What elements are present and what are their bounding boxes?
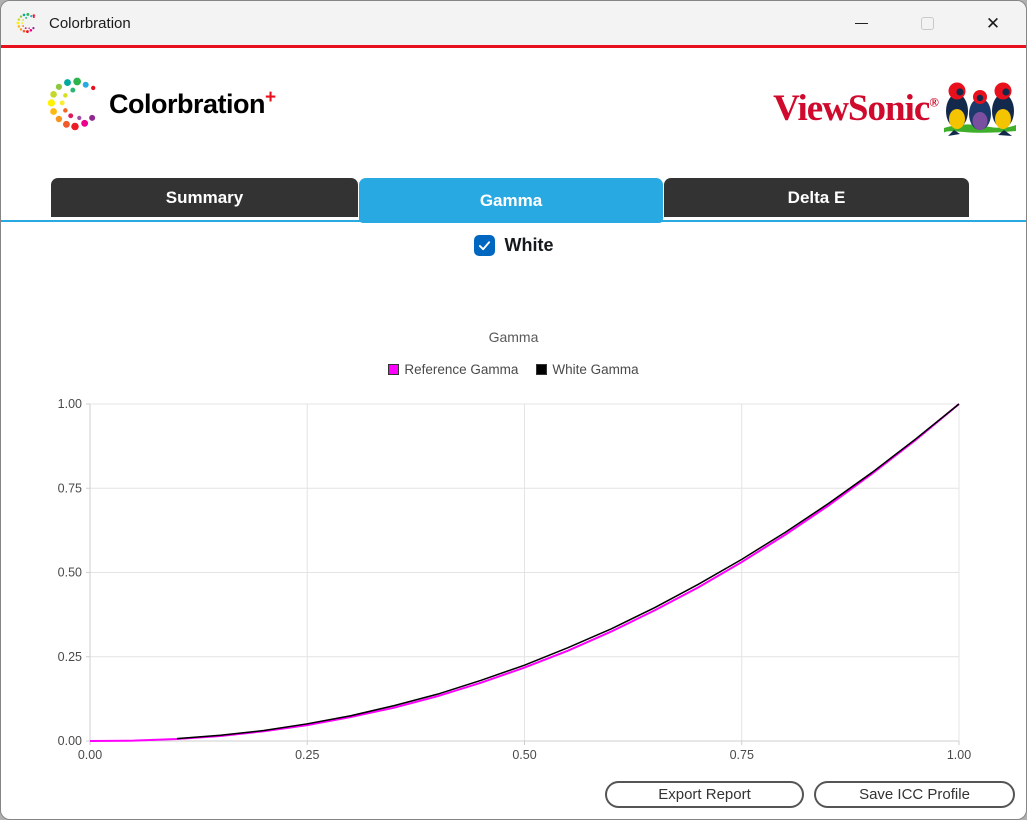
legend-reference-gamma-label: Reference Gamma	[404, 362, 519, 377]
gamma-chart-svg: 0.00 0.25 0.50 0.75 1.00 0.00 0.25 0.50 0.75 1.00	[58, 397, 972, 762]
maximize-button[interactable]	[894, 1, 960, 45]
export-report-button[interactable]: Export Report	[605, 781, 804, 808]
footer-actions: Export Report Save ICC Profile	[605, 781, 1015, 808]
close-icon: ✕	[985, 13, 1001, 33]
svg-text:0.50: 0.50	[58, 566, 82, 580]
tab-delta-e-label: Delta E	[787, 187, 846, 207]
tab-summary-label: Summary	[165, 187, 244, 207]
colorbration-logo: Colorbration+	[45, 73, 276, 135]
title-bar: Colorbration ✕	[1, 1, 1026, 48]
close-button[interactable]: ✕	[960, 1, 1026, 45]
window-title: Colorbration	[49, 14, 131, 32]
viewsonic-birds-icon	[944, 82, 1016, 136]
svg-text:0.50: 0.50	[512, 748, 536, 762]
white-gamma-swatch-icon	[536, 364, 548, 375]
svg-text:0.75: 0.75	[730, 748, 754, 762]
tab-delta-e[interactable]: Delta E	[664, 178, 969, 217]
svg-text:0.00: 0.00	[58, 734, 82, 748]
colorbration-app-icon	[16, 12, 36, 33]
save-icc-profile-button[interactable]: Save ICC Profile	[814, 781, 1015, 808]
tab-bar: Summary Gamma Delta E	[1, 178, 1026, 223]
legend-white-gamma-label: White Gamma	[552, 362, 639, 377]
chart-title: Gamma	[488, 329, 539, 345]
minimize-icon	[854, 22, 868, 24]
tab-gamma-label: Gamma	[479, 190, 543, 210]
colorbration-logo-text: Colorbration+	[109, 86, 276, 119]
reference-gamma-swatch-icon	[388, 364, 400, 375]
chart-legend: Reference Gamma White Gamma	[1, 362, 1026, 377]
tab-gamma[interactable]: Gamma	[359, 178, 663, 223]
viewsonic-logo-text: ViewSonic®	[773, 87, 939, 129]
legend-item-white-gamma: White Gamma	[536, 362, 639, 377]
svg-text:0.25: 0.25	[58, 650, 82, 664]
header-logo-row: Colorbration+ ViewSonic®	[1, 63, 1026, 148]
viewsonic-logo: ViewSonic®	[773, 78, 1016, 138]
legend-item-reference-gamma: Reference Gamma	[388, 362, 518, 377]
white-checkbox-label: White	[504, 235, 554, 255]
colorbration-logo-icon	[47, 77, 96, 131]
colorbration-plus: +	[265, 86, 276, 108]
svg-text:1.00: 1.00	[947, 748, 971, 762]
minimize-button[interactable]	[828, 1, 894, 45]
maximize-icon	[920, 16, 934, 30]
svg-text:1.00: 1.00	[58, 397, 82, 411]
check-icon	[478, 241, 490, 251]
svg-text:0.00: 0.00	[78, 748, 102, 762]
svg-text:0.75: 0.75	[58, 481, 82, 495]
white-checkbox[interactable]	[473, 235, 495, 256]
tab-summary[interactable]: Summary	[51, 178, 358, 217]
channel-selector-row: White	[1, 235, 1026, 256]
svg-text:0.25: 0.25	[295, 748, 319, 762]
